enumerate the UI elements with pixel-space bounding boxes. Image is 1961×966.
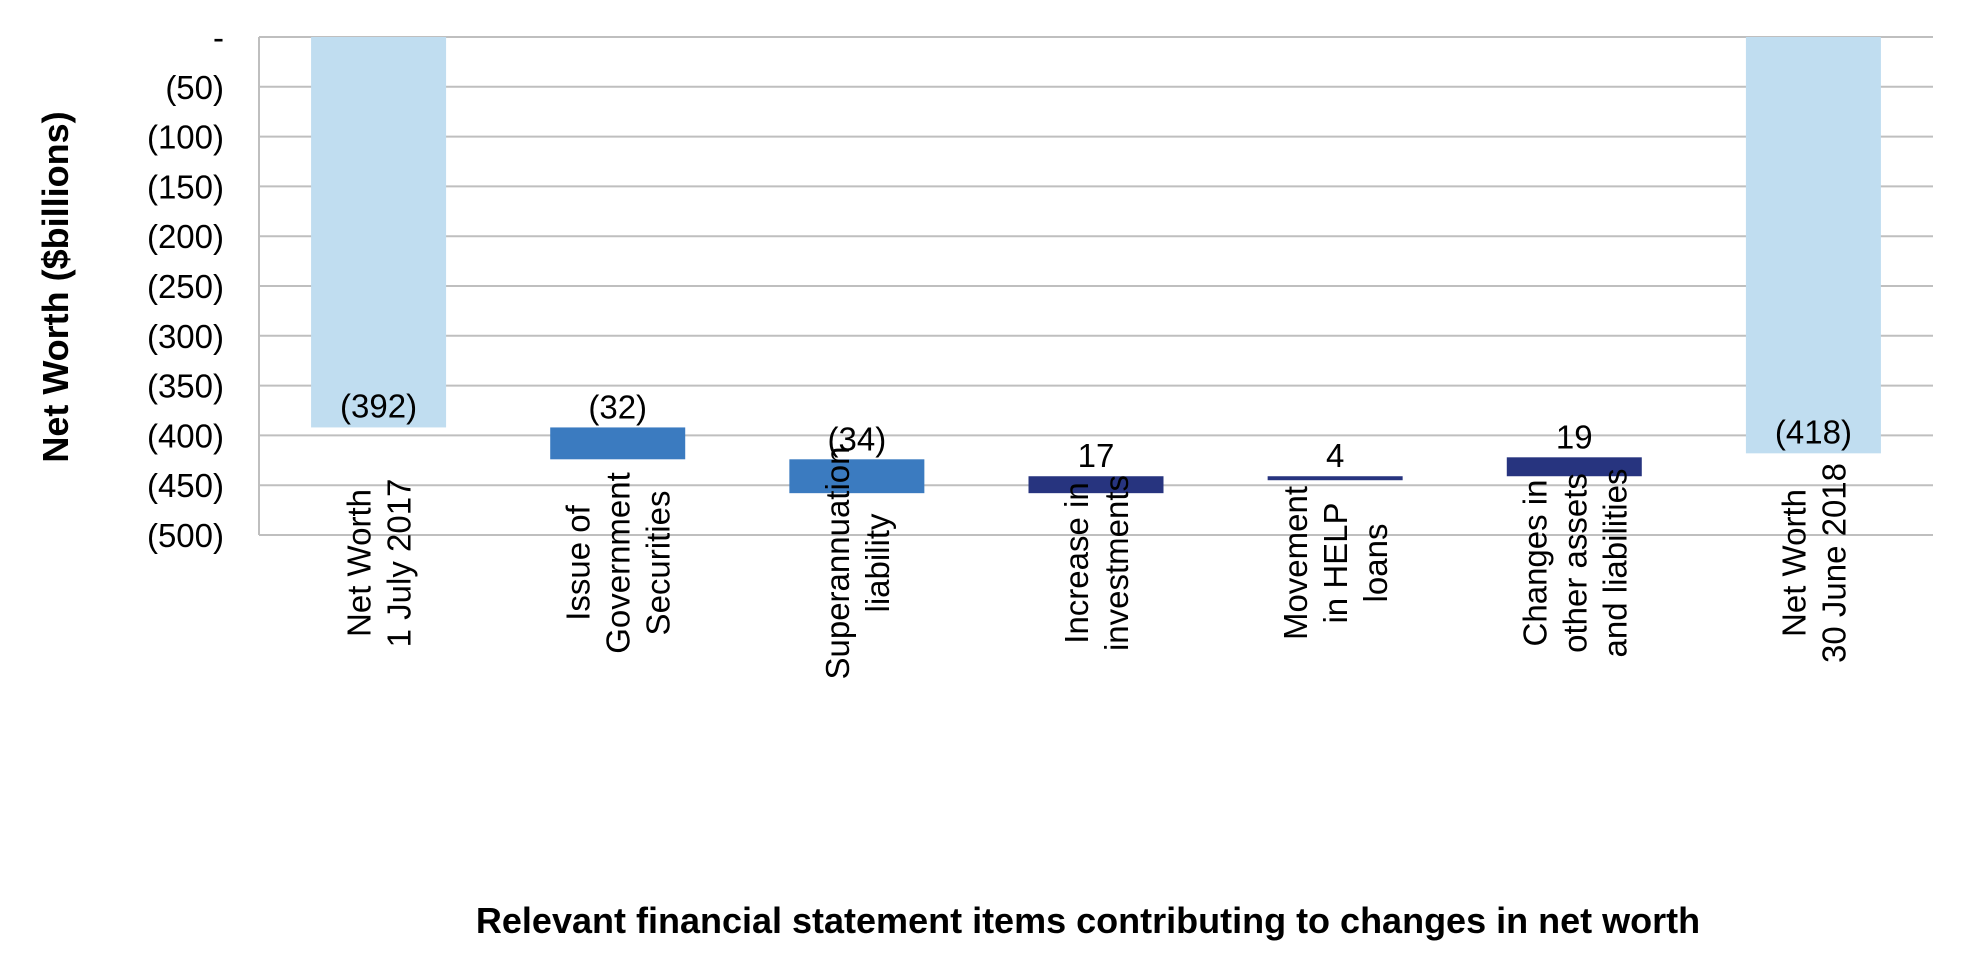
y-tick-label: (400) <box>147 417 224 454</box>
y-tick-label: (500) <box>147 517 224 554</box>
category-label: Movement in HELP loans <box>1277 486 1394 640</box>
y-tick-label: (150) <box>147 168 224 205</box>
category-label-line: Net Worth <box>341 489 378 637</box>
bar-increase <box>1506 457 1642 477</box>
y-tick-label: (300) <box>147 318 224 355</box>
y-tick-label: (350) <box>147 368 224 405</box>
category-label-line: other assets <box>1556 473 1593 653</box>
bar-decrease <box>550 427 686 460</box>
data-label: (34) <box>828 420 887 457</box>
category-label-line: 30 June 2018 <box>1815 463 1852 663</box>
data-label: (418) <box>1775 413 1852 450</box>
y-axis-title: Net Worth ($billions) <box>35 111 76 462</box>
category-label-line: in HELP <box>1317 502 1354 623</box>
data-label: 19 <box>1556 418 1593 455</box>
data-label: 4 <box>1326 437 1344 474</box>
category-label-line: Superannuation <box>819 446 856 679</box>
category-label-line: loans <box>1357 524 1394 603</box>
data-labels: (392) (32) (34) 17 4 19 (418) <box>340 387 1852 474</box>
category-label: Net Worth 1 July 2017 <box>341 479 418 648</box>
data-label: 17 <box>1078 437 1115 474</box>
y-tick-label: (50) <box>165 69 224 106</box>
bar-total <box>1745 37 1881 454</box>
category-label: Net Worth 30 June 2018 <box>1775 463 1852 663</box>
category-label-line: Net Worth <box>1775 489 1812 637</box>
y-tick-label: (250) <box>147 268 224 305</box>
bars <box>311 37 1881 494</box>
gridlines <box>258 36 1933 536</box>
category-label-line: Government <box>600 472 637 654</box>
category-label-line: Changes in <box>1516 480 1553 647</box>
category-label-line: liability <box>859 513 896 613</box>
y-tick-labels: - (50) (100) (150) (200) (250) (300) (350) (400)… <box>147 19 224 554</box>
category-label: Increase in investments <box>1058 475 1135 651</box>
category-label-line: Increase in <box>1058 482 1095 643</box>
category-label-line: and liabilities <box>1596 469 1633 658</box>
bar-increase <box>1267 476 1403 481</box>
y-tick-label: (100) <box>147 119 224 156</box>
bar-increase <box>1028 476 1164 494</box>
x-axis-title: Relevant financial statement items contr… <box>476 900 1700 941</box>
bar-decrease <box>789 459 925 494</box>
category-label: Changes in other assets and liabilities <box>1516 469 1633 658</box>
category-label-line: investments <box>1098 475 1135 651</box>
data-label: (392) <box>340 387 417 424</box>
category-label: Superannuation liability <box>819 446 896 679</box>
data-label: (32) <box>588 388 647 425</box>
y-tick-label: - <box>213 19 224 56</box>
category-labels: Net Worth 1 July 2017 Issue of Government Se… <box>341 446 1853 679</box>
category-label-line: 1 July 2017 <box>381 479 418 648</box>
category-label-line: Movement <box>1277 486 1314 640</box>
y-tick-label: (200) <box>147 218 224 255</box>
y-tick-label: (450) <box>147 467 224 504</box>
category-label-line: Issue of <box>560 504 597 620</box>
bar-total <box>311 37 447 428</box>
category-label: Issue of Government Securities <box>560 472 677 654</box>
category-label-line: Securities <box>640 491 677 636</box>
